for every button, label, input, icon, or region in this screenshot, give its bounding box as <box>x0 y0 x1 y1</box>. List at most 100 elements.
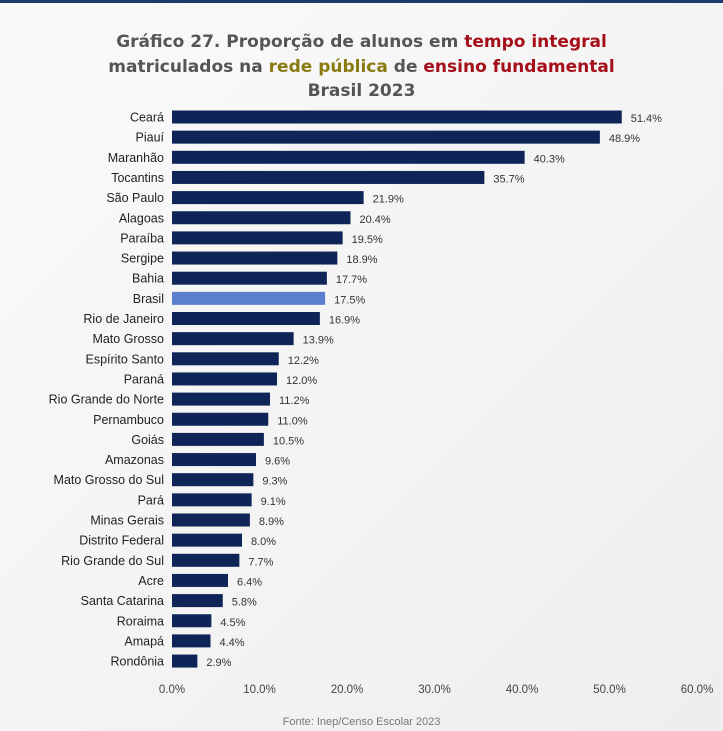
data-label: 9.1% <box>261 496 286 508</box>
bar <box>172 191 364 205</box>
title-highlight: tempo integral <box>464 32 607 52</box>
data-label: 12.0% <box>286 375 317 387</box>
x-tick-label: 20.0% <box>331 684 364 696</box>
category-label: Pernambuco <box>93 413 164 427</box>
data-label: 5.8% <box>232 597 257 609</box>
data-label: 12.2% <box>288 355 319 367</box>
data-label: 16.9% <box>329 315 360 327</box>
data-label: 13.9% <box>303 335 334 347</box>
category-label: Bahia <box>132 272 164 286</box>
bar <box>172 392 270 406</box>
bar <box>172 211 351 225</box>
data-label: 35.7% <box>493 173 524 185</box>
bar <box>172 150 525 164</box>
title-text: de <box>387 56 424 77</box>
data-label: 17.7% <box>336 274 367 286</box>
data-label: 4.5% <box>220 617 245 629</box>
title-text: Gráfico 27. Proporção de alunos em <box>116 32 465 52</box>
bar <box>172 412 269 426</box>
data-label: 11.2% <box>279 395 310 407</box>
bar <box>172 312 320 325</box>
data-label: 19.5% <box>352 234 383 246</box>
category-label: Rio de Janeiro <box>83 312 164 326</box>
bar <box>172 372 277 386</box>
bar <box>172 352 279 366</box>
category-label: Espírito Santo <box>85 352 164 366</box>
category-label: Amazonas <box>105 453 164 467</box>
category-label: Santa Catarina <box>81 594 164 608</box>
chart-title: Gráfico 27. Proporção de alunos em tempo… <box>0 30 723 104</box>
category-label: Sergipe <box>121 252 164 266</box>
data-label: 8.0% <box>251 536 276 548</box>
data-label: 6.4% <box>237 576 262 588</box>
category-label: Rondônia <box>110 655 164 669</box>
data-label: 18.9% <box>346 254 377 266</box>
category-label: Maranhão <box>108 151 164 165</box>
data-label: 11.0% <box>277 415 308 427</box>
category-label: Tocantins <box>111 171 164 185</box>
category-label: Mato Grosso do Sul <box>54 473 164 487</box>
data-label: 17.5% <box>334 294 365 306</box>
bar <box>172 654 198 668</box>
category-label: Ceará <box>130 111 164 125</box>
data-label: 2.9% <box>206 657 231 669</box>
x-tick-label: 30.0% <box>418 684 451 696</box>
title-highlight: rede pública <box>268 56 388 77</box>
source-note: Fonte: Inep/Censo Escolar 2023 <box>282 716 441 728</box>
bar <box>172 291 326 305</box>
bar <box>172 231 343 245</box>
category-label: Paraíba <box>120 231 164 245</box>
data-label: 4.4% <box>220 637 245 649</box>
bar <box>172 130 600 144</box>
bar <box>172 533 242 547</box>
x-tick-label: 40.0% <box>506 684 539 696</box>
category-label: Rio Grande do Sul <box>61 554 164 568</box>
category-label: Brasil <box>133 292 164 306</box>
data-label: 21.9% <box>373 194 404 206</box>
bar <box>172 493 252 507</box>
category-label: Roraima <box>117 614 164 628</box>
data-label: 40.3% <box>534 153 565 165</box>
x-tick-label: 50.0% <box>593 684 626 696</box>
title-highlight: ensino fundamental <box>423 56 615 77</box>
bar <box>172 432 264 446</box>
category-label: Paraná <box>124 372 164 386</box>
data-label: 9.3% <box>262 476 287 488</box>
data-label: 20.4% <box>360 214 391 226</box>
category-label: São Paulo <box>106 191 164 205</box>
x-tick-label: 10.0% <box>243 684 276 696</box>
category-label: Rio Grande do Norte <box>49 393 164 407</box>
bar <box>172 634 211 648</box>
title-text: matriculados na <box>108 56 269 77</box>
bar <box>172 513 250 527</box>
bar <box>172 332 294 346</box>
category-label: Minas Gerais <box>90 514 164 528</box>
bar <box>172 573 228 587</box>
title-subtitle: Brasil 2023 <box>307 81 416 101</box>
bar <box>172 251 338 265</box>
data-label: 7.7% <box>248 556 273 568</box>
bar <box>172 453 256 467</box>
data-label: 9.6% <box>265 456 290 468</box>
bar <box>172 594 223 608</box>
data-label: 10.5% <box>273 435 304 447</box>
data-label: 8.9% <box>259 516 284 528</box>
category-label: Piauí <box>136 131 165 145</box>
bar <box>172 170 485 184</box>
category-label: Acre <box>138 574 164 588</box>
top-border <box>0 0 723 3</box>
data-label: 51.4% <box>631 113 662 125</box>
category-label: Mato Grosso <box>92 332 164 346</box>
bar <box>172 271 327 285</box>
category-label: Pará <box>138 493 164 507</box>
bar <box>172 473 254 487</box>
x-tick-label: 60.0% <box>681 684 714 696</box>
bar <box>172 553 240 567</box>
category-label: Goiás <box>131 433 164 447</box>
bar <box>172 110 622 124</box>
x-tick-label: 0.0% <box>159 684 185 696</box>
data-label: 48.9% <box>609 133 640 145</box>
bar <box>172 614 212 628</box>
category-label: Amapá <box>124 634 164 648</box>
